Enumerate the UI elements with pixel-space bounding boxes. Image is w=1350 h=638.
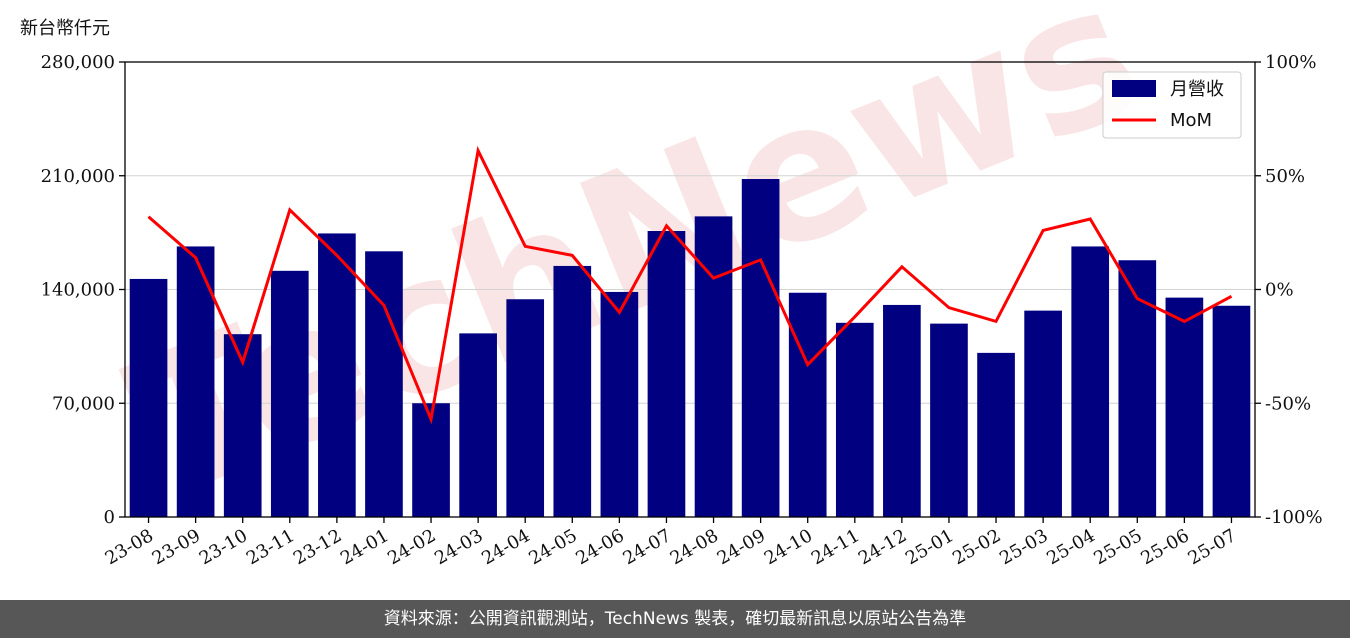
y-right-tick-label: -100% — [1265, 507, 1323, 528]
bar-24-01 — [365, 251, 403, 517]
bar-23-09 — [176, 246, 215, 517]
legend-label-revenue: 月營收 — [1170, 79, 1224, 100]
y-left-tick-label: 140,000 — [41, 280, 115, 301]
bar-23-11 — [270, 270, 309, 517]
source-footer: 資料來源：公開資訊觀測站，TechNews 製表，確切最新訊息以原站公告為準 — [0, 600, 1350, 638]
x-tick-label: 23-11 — [243, 525, 298, 569]
bar-25-03 — [1024, 310, 1062, 517]
bar-25-06 — [1165, 297, 1204, 517]
bar-25-01 — [930, 323, 968, 517]
chart-area: TechNews 070,000140,000210,000280,000-10… — [41, 0, 1323, 569]
bar-23-08 — [129, 278, 168, 517]
bar-24-07 — [647, 231, 686, 517]
x-tick-label: 25-02 — [949, 525, 1004, 569]
y-right-tick-label: 50% — [1265, 166, 1305, 187]
x-tick-label: 24-07 — [620, 525, 675, 569]
legend: 月營收 MoM — [1102, 71, 1242, 139]
x-tick-label: 25-01 — [902, 525, 957, 569]
y-axis-unit-label: 新台幣仟元 — [20, 18, 110, 39]
bar-24-03 — [459, 333, 497, 517]
x-tick-label: 25-04 — [1043, 525, 1098, 569]
legend-label-mom: MoM — [1170, 110, 1212, 131]
x-tick-label: 24-06 — [572, 525, 627, 569]
x-tick-label: 24-01 — [337, 525, 392, 569]
bar-24-11 — [835, 322, 874, 517]
x-tick-label: 24-03 — [431, 525, 486, 569]
y-left-tick-label: 70,000 — [52, 393, 115, 414]
x-tick-label: 24-11 — [808, 525, 863, 569]
bar-24-10 — [788, 292, 827, 517]
x-tick-label: 24-05 — [525, 525, 580, 569]
x-tick-label: 24-08 — [667, 525, 722, 569]
x-tick-label: 24-10 — [761, 525, 816, 569]
y-left-tick-label: 210,000 — [41, 166, 115, 187]
x-tick-label: 24-04 — [478, 525, 533, 569]
legend-swatch-bar — [1112, 80, 1156, 97]
bar-24-12 — [883, 304, 921, 517]
bar-24-08 — [694, 216, 733, 517]
x-tick-label: 25-05 — [1090, 525, 1145, 569]
x-tick-label: 24-12 — [855, 525, 910, 569]
bar-25-07 — [1212, 305, 1251, 517]
y-left-tick-label: 280,000 — [41, 52, 115, 73]
x-tick-label: 25-07 — [1185, 525, 1240, 569]
x-tick-label: 25-06 — [1137, 525, 1192, 569]
axes: 0 70,000 140,000 210,000 280,000 -100% -50% 0% 5… — [41, 52, 1323, 569]
bar-24-05 — [553, 265, 592, 517]
y-right-tick-label: 100% — [1265, 52, 1316, 73]
y-left-tick-label: 0 — [104, 507, 115, 528]
bar-series — [129, 179, 1251, 517]
bar-24-06 — [600, 291, 639, 517]
bar-25-02 — [977, 352, 1015, 517]
x-tick-label: 24-09 — [714, 525, 769, 569]
x-tick-label: 23-12 — [290, 525, 345, 569]
bar-23-12 — [318, 233, 356, 517]
line-series — [147, 145, 1233, 425]
x-tick-label: 24-02 — [384, 525, 439, 569]
bar-25-04 — [1071, 246, 1110, 517]
y-right-tick-label: 0% — [1265, 280, 1294, 301]
x-tick-label: 23-09 — [149, 525, 204, 569]
x-tick-label: 23-08 — [102, 525, 157, 569]
mom-line — [147, 145, 1233, 425]
y-right-tick-label: -50% — [1265, 393, 1311, 414]
bar-24-04 — [506, 299, 545, 517]
bar-24-09 — [741, 179, 780, 517]
x-tick-label: 25-03 — [996, 525, 1051, 569]
